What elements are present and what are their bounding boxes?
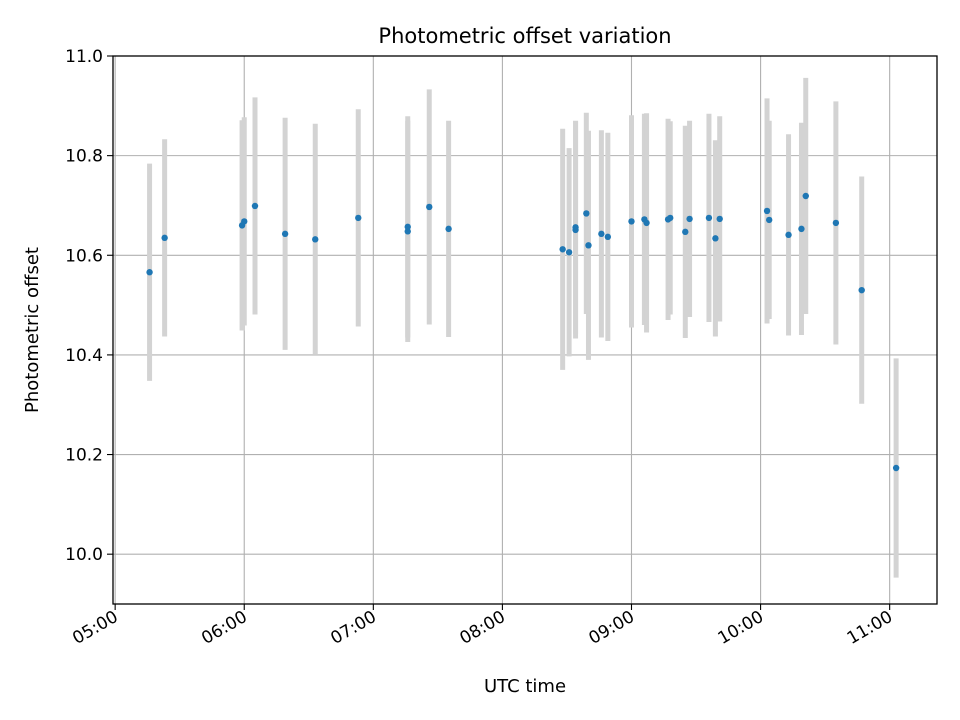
data-point [281,230,289,238]
data-point [763,207,771,215]
data-point [445,225,452,233]
data-point [572,224,579,231]
data-point [628,218,635,225]
data-point [583,210,590,217]
data-point [598,230,605,238]
data-point [404,223,411,231]
data-point [798,225,805,233]
chart-title: Photometric offset variation [378,24,671,48]
data-point [604,233,612,241]
data-point [643,219,650,227]
data-point [686,215,693,223]
data-point [765,216,773,224]
data-point [682,228,689,236]
y-tick-label: 11.0 [65,47,103,67]
data-point [251,202,259,210]
data-point [667,214,674,222]
y-tick-label: 10.4 [65,346,103,366]
data-point [161,234,168,242]
data-point [426,203,433,211]
data-point [585,242,592,249]
y-tick-label: 10.8 [65,147,103,167]
data-point [716,215,723,223]
data-point [355,214,362,222]
data-point [241,218,248,225]
data-point [565,249,573,256]
data-point [559,246,566,253]
data-point [312,236,319,243]
y-tick-label: 10.0 [65,545,103,565]
y-tick-label: 10.6 [65,246,103,266]
data-point [705,214,713,222]
y-tick-label: 10.2 [65,446,103,466]
data-point [832,219,840,227]
data-point [892,464,900,472]
data-point [858,286,865,294]
y-axis-title: Photometric offset [22,247,43,413]
data-point [146,269,153,276]
x-axis-title: UTC time [484,676,566,697]
plot-frame [112,55,938,605]
data-point [712,235,719,242]
data-point [404,228,411,235]
data-point [802,192,809,200]
data-point [785,231,792,239]
data-points [146,192,900,472]
